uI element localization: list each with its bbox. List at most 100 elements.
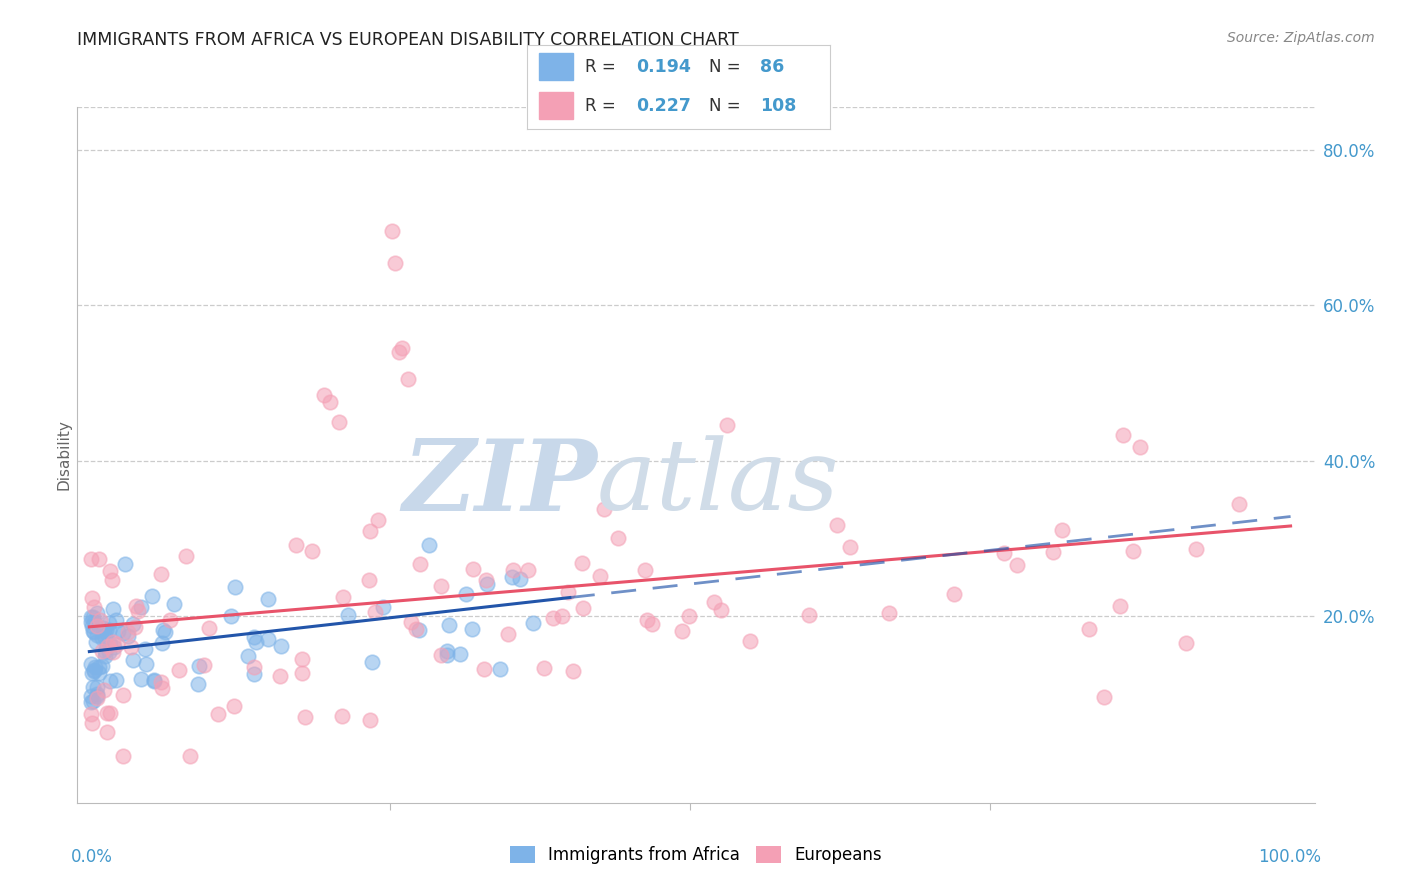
Text: 108: 108 [761,97,796,115]
Text: ZIP: ZIP [402,434,598,531]
Point [93,624,115,639]
Point [94,643,117,657]
Point [1185,541,1208,556]
Point [143,673,166,687]
Point [86,687,108,701]
Point [150,681,173,695]
Point [437,618,460,632]
Point [97,639,120,653]
Text: 0.0%: 0.0% [72,848,112,866]
Point [501,569,523,583]
Point [159,613,181,627]
Text: Source: ZipAtlas.com: Source: ZipAtlas.com [1227,31,1375,45]
Point [634,563,657,577]
Point [124,620,146,634]
Point [671,624,693,639]
Point [1122,544,1144,558]
Point [93,682,115,697]
Point [89,613,111,627]
Point [83,663,105,677]
Point [83,615,105,629]
Point [79,657,101,672]
Point [943,587,966,601]
Point [83,664,105,678]
Point [111,749,134,764]
Point [224,698,246,713]
Point [571,601,593,615]
Point [187,677,209,691]
Point [80,609,103,624]
Point [134,641,156,656]
Text: R =: R = [585,97,620,115]
Point [1129,440,1152,454]
Point [103,640,125,655]
Point [1078,622,1101,636]
Point [82,694,104,708]
Point [291,666,314,681]
Point [825,518,848,533]
Point [79,696,101,710]
Point [236,648,259,663]
Point [152,624,174,638]
Point [593,501,616,516]
Point [270,639,292,653]
Point [219,609,242,624]
Point [96,724,118,739]
Point [710,603,733,617]
Text: R =: R = [585,59,620,77]
Point [188,659,211,673]
Point [150,567,173,582]
Point [516,563,538,577]
Point [359,573,381,587]
Point [384,255,406,269]
Point [461,562,484,576]
Bar [540,54,572,80]
Point [314,387,336,401]
Point [449,648,471,662]
Point [96,623,118,637]
Point [396,372,419,386]
Point [150,636,173,650]
Point [245,635,267,649]
Point [1108,599,1130,613]
Point [557,585,579,599]
Point [117,624,139,639]
Text: IMMIGRANTS FROM AFRICA VS EUROPEAN DISABILITY CORRELATION CHART: IMMIGRANTS FROM AFRICA VS EUROPEAN DISAB… [77,31,740,49]
Point [877,607,900,621]
Point [117,629,139,643]
Point [96,706,118,721]
Point [121,653,143,667]
Point [90,659,112,673]
Point [269,669,291,683]
Point [328,415,350,429]
Point [111,625,134,640]
Point [86,689,108,703]
Point [522,616,544,631]
Point [589,569,612,583]
Point [94,648,117,663]
Point [197,621,219,635]
Point [97,645,120,659]
Point [838,540,860,554]
Point [256,592,278,607]
Point [550,609,572,624]
Point [1005,558,1028,573]
Point [125,599,148,614]
Point [79,615,101,630]
Point [176,549,198,563]
Text: 86: 86 [761,59,785,77]
Point [82,610,104,624]
Point [371,599,394,614]
Point [83,625,105,640]
Point [533,661,555,675]
Point [83,660,105,674]
Point [142,674,165,689]
Point [541,611,564,625]
Point [678,608,700,623]
Point [257,632,280,646]
Point [98,637,121,651]
Point [98,706,121,721]
Point [163,597,186,611]
Point [381,224,404,238]
Point [301,543,323,558]
